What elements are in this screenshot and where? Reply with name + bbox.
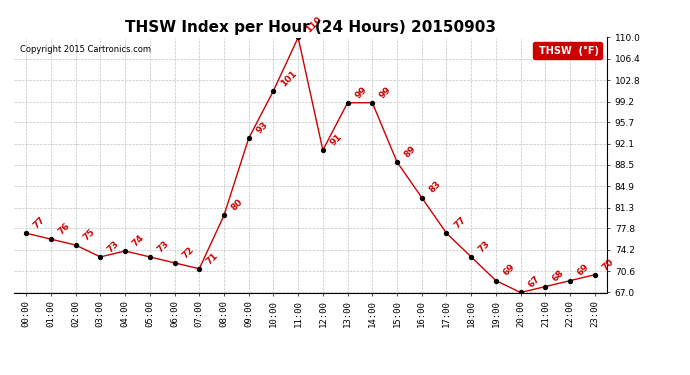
Text: 72: 72 (180, 245, 195, 260)
Text: 89: 89 (402, 144, 418, 159)
Point (391, 159, 402, 165)
Text: 69: 69 (575, 262, 591, 278)
Text: 70: 70 (600, 257, 615, 272)
Point (564, 278, 575, 284)
Point (441, 230, 452, 236)
Text: 75: 75 (81, 227, 97, 242)
Text: 101: 101 (279, 69, 299, 88)
Point (70, 242, 81, 248)
Point (21, 230, 32, 236)
Point (540, 284, 551, 290)
Text: 73: 73 (155, 239, 170, 254)
Point (317, 147, 328, 153)
Text: 99: 99 (378, 85, 393, 100)
Point (491, 278, 502, 284)
Text: 77: 77 (452, 215, 467, 230)
Point (194, 266, 205, 272)
Text: 67: 67 (526, 274, 542, 290)
Legend: THSW  (°F): THSW (°F) (533, 42, 602, 59)
Text: 99: 99 (353, 85, 368, 100)
Point (46, 236, 57, 242)
Text: 74: 74 (130, 233, 146, 248)
Point (293, 34, 304, 40)
Point (119, 248, 130, 254)
Text: 71: 71 (205, 251, 220, 266)
Point (243, 135, 254, 141)
Point (466, 254, 477, 260)
Text: 73: 73 (477, 239, 492, 254)
Point (144, 254, 155, 260)
Text: 69: 69 (502, 262, 517, 278)
Point (416, 195, 427, 201)
Title: THSW Index per Hour (24 Hours) 20150903: THSW Index per Hour (24 Hours) 20150903 (125, 20, 496, 35)
Text: Copyright 2015 Cartronics.com: Copyright 2015 Cartronics.com (20, 45, 150, 54)
Point (268, 88, 279, 94)
Point (342, 100, 353, 106)
Text: 83: 83 (427, 180, 442, 195)
Point (589, 272, 600, 278)
Point (169, 260, 180, 266)
Text: 80: 80 (230, 198, 245, 213)
Text: 110: 110 (304, 15, 323, 35)
Text: 68: 68 (551, 268, 566, 284)
Point (515, 290, 526, 296)
Point (95, 254, 106, 260)
Text: 76: 76 (57, 221, 72, 236)
Text: 73: 73 (106, 239, 121, 254)
Point (367, 100, 378, 106)
Point (219, 212, 230, 218)
Text: 77: 77 (32, 215, 47, 230)
Text: 91: 91 (328, 132, 344, 147)
Text: 93: 93 (254, 120, 270, 135)
